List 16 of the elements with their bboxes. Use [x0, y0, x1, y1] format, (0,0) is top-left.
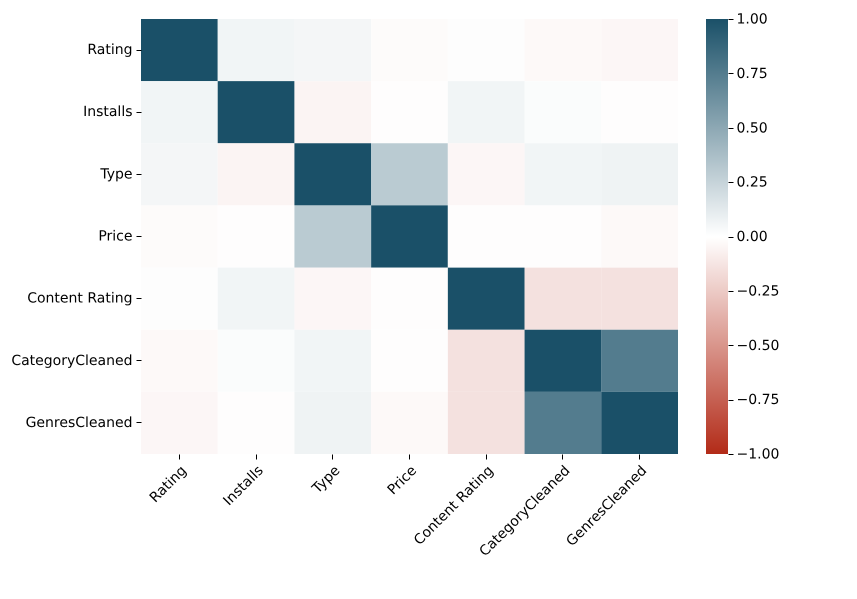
y-tick-label: GenresCleaned [26, 414, 132, 431]
color-bar-label: 0.75 [736, 66, 768, 82]
y-tick-label: Content Rating [27, 290, 132, 307]
color-bar-label: 0.50 [736, 120, 768, 136]
color-bar-label: 1.00 [736, 12, 768, 28]
y-tick-label: Installs [83, 104, 132, 120]
color-bar-label: 0.00 [736, 229, 768, 245]
y-tick-label: CategoryCleaned [11, 352, 132, 369]
y-tick-label: Rating [87, 42, 132, 58]
color-bar-label: −1.00 [736, 446, 780, 462]
color-bar-label: 0.25 [736, 174, 768, 191]
color-bar-label: −0.75 [736, 392, 780, 408]
y-tick-label: Price [98, 228, 132, 244]
y-tick-label: Type [99, 166, 132, 182]
color-bar-label: −0.25 [736, 283, 780, 300]
color-bar-label: −0.50 [736, 338, 780, 354]
